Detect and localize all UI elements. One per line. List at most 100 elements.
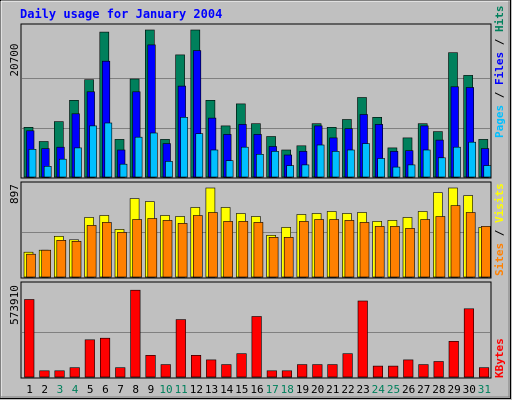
pages-bar-day-18	[286, 165, 295, 178]
top-ymax-label: 20700	[8, 43, 21, 76]
x-tick-label-day-26: 26	[402, 383, 415, 396]
bot-legend: KBytes	[493, 338, 506, 378]
sites-bar-day-25	[390, 226, 400, 278]
sites-bar-day-16	[253, 222, 264, 278]
sites-bar-day-12	[193, 215, 203, 278]
pages-bar-day-5	[89, 125, 97, 178]
kbytes-bar-day-27	[418, 364, 429, 378]
pages-bar-day-19	[301, 164, 310, 178]
sites-bar-day-3	[56, 240, 67, 278]
kbytes-bar-day-3	[54, 370, 65, 378]
x-tick-label-day-16: 16	[250, 383, 263, 396]
x-tick-label-day-8: 8	[132, 383, 139, 396]
kbytes-bar-day-1	[24, 299, 35, 378]
kbytes-bar-day-24	[372, 365, 384, 378]
sites-bar-day-20	[314, 219, 324, 278]
sites-bar-day-27	[420, 219, 431, 278]
pages-bar-day-9	[150, 132, 158, 178]
pages-bar-day-25	[392, 166, 401, 178]
x-tick-label-day-5: 5	[87, 383, 94, 396]
top-legend: Pages / Files / Hits	[493, 6, 506, 139]
x-tick-label-day-22: 22	[341, 383, 354, 396]
kbytes-bar-day-26	[403, 359, 414, 378]
kbytes-bar-day-28	[433, 361, 444, 378]
legend-sep-3: /	[493, 223, 506, 243]
pages-bar-day-8	[134, 136, 143, 178]
sites-bar-day-24	[374, 226, 385, 278]
sites-bar-day-2	[41, 249, 52, 278]
x-tick-label-day-3: 3	[57, 383, 64, 396]
kbytes-bar-day-8	[130, 289, 141, 378]
legend-sep-1: /	[493, 85, 506, 105]
x-tick-label-day-29: 29	[447, 383, 460, 396]
x-tick-label-day-6: 6	[102, 383, 109, 396]
kbytes-bar-day-30	[463, 308, 475, 378]
pages-bar-day-21	[331, 151, 340, 178]
pages-bar-day-26	[407, 164, 416, 178]
pages-bar-day-23	[362, 143, 370, 178]
pages-bar-day-29	[453, 146, 461, 178]
pages-bar-day-27	[422, 149, 431, 178]
pages-bar-day-16	[256, 154, 264, 178]
kbytes-bar-day-14	[221, 364, 232, 378]
bot-ymax-label: 573910	[8, 285, 21, 325]
sites-bar-day-26	[405, 228, 415, 278]
sites-bar-day-29	[450, 205, 461, 278]
pages-bar-day-24	[377, 158, 386, 178]
pages-bar-day-17	[271, 151, 279, 178]
sites-bar-day-19	[299, 221, 309, 278]
pages-bar-day-3	[58, 158, 67, 178]
sites-bar-day-4	[71, 241, 82, 278]
x-tick-label-day-9: 9	[148, 383, 155, 396]
kbytes-bar-day-21	[327, 364, 338, 378]
kbytes-bar-day-13	[206, 359, 217, 378]
sites-bar-day-10	[162, 220, 173, 278]
x-tick-label-day-13: 13	[205, 383, 218, 396]
x-tick-label-day-4: 4	[72, 383, 79, 396]
legend-pages: Pages	[493, 105, 506, 138]
x-tick-label-day-1: 1	[26, 383, 33, 396]
x-tick-label-day-31: 31	[478, 383, 491, 396]
legend-sites: Sites	[493, 243, 506, 276]
sites-bar-day-22	[344, 220, 355, 278]
x-tick-label-day-23: 23	[356, 383, 369, 396]
pages-bar-day-1	[28, 149, 37, 178]
kbytes-bar-day-10	[160, 364, 171, 378]
legend-sep-2: /	[493, 32, 506, 52]
kbytes-bar-day-15	[236, 353, 247, 378]
x-tick-label-day-25: 25	[387, 383, 400, 396]
x-tick-label-day-30: 30	[463, 383, 476, 396]
pages-bar-day-15	[241, 146, 249, 178]
legend-files: Files	[493, 52, 506, 85]
pages-bar-day-22	[347, 149, 355, 178]
x-tick-label-day-18: 18	[281, 383, 294, 396]
kbytes-bar-day-12	[191, 354, 202, 378]
kbytes-bar-day-17	[266, 370, 277, 378]
pages-bar-day-4	[74, 147, 82, 178]
x-tick-label-day-24: 24	[372, 383, 386, 396]
mid-ymax-label: 897	[8, 184, 21, 204]
sites-bar-day-9	[147, 218, 158, 278]
kbytes-bar-day-31	[478, 367, 490, 378]
pages-bar-day-31	[483, 165, 492, 178]
x-axis-labels: 1 2 3 4 5 6 7 8 9 10 11 12 13 14 15 16 17 18 19 20 21 22 23 24 2…	[26, 383, 491, 396]
kbytes-bar-day-19	[297, 364, 308, 378]
x-tick-label-day-19: 19	[296, 383, 309, 396]
x-tick-label-day-12: 12	[190, 383, 203, 396]
pages-bar-day-7	[119, 163, 128, 178]
x-tick-label-day-15: 15	[235, 383, 248, 396]
kbytes-bar-day-9	[145, 354, 156, 378]
bars	[23, 29, 492, 378]
pages-bar-day-10	[165, 161, 173, 178]
sites-bar-day-30	[465, 212, 476, 278]
sites-bar-day-15	[238, 221, 249, 278]
kbytes-bar-day-23	[357, 300, 368, 378]
legend-visits: Visits	[493, 183, 506, 223]
pages-bar-day-14	[225, 160, 234, 178]
pages-bar-day-13	[210, 149, 219, 178]
kbytes-bar-day-25	[388, 365, 399, 378]
x-tick-label-day-11: 11	[175, 383, 188, 396]
sites-bar-day-18	[283, 237, 294, 278]
sites-bar-day-14	[223, 221, 233, 278]
